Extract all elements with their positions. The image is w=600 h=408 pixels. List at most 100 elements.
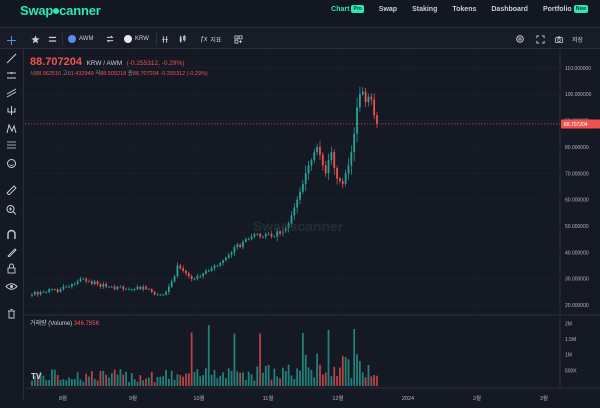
favorite-star-icon[interactable] [31, 32, 40, 46]
indicators-label: 지표 [210, 37, 222, 44]
volume-bar [270, 379, 273, 386]
base-symbol-button[interactable]: AWM [68, 32, 93, 46]
pitchfork-icon[interactable] [5, 105, 18, 116]
nav-link-chart[interactable]: Chart Pro [331, 5, 364, 13]
volume-bar [45, 380, 48, 386]
candle-body [367, 96, 370, 103]
trash-icon[interactable] [5, 308, 18, 319]
trend-line-icon[interactable] [5, 53, 18, 64]
swap-pair-icon[interactable] [106, 32, 114, 46]
nav-link-staking[interactable]: Staking [412, 5, 438, 13]
candle-body [344, 173, 347, 184]
volume-bar [170, 370, 173, 386]
volume-bar [327, 329, 330, 386]
candle-body [296, 199, 299, 208]
candle-body [190, 276, 193, 279]
volume-bar [136, 381, 139, 386]
timeframe-button[interactable] [161, 32, 169, 46]
pattern-icon[interactable] [5, 123, 18, 134]
ruler-icon[interactable] [5, 184, 18, 195]
nav-link-dashboard[interactable]: Dashboard [491, 5, 528, 13]
krw-coin-icon [124, 35, 132, 43]
candle-body [205, 270, 207, 274]
candle-body [76, 281, 79, 284]
candle-body [130, 289, 133, 291]
candle-body [256, 233, 259, 235]
candle-body [62, 286, 65, 290]
volume-bar [65, 380, 68, 386]
volume-bar [207, 325, 210, 386]
volume-bar [59, 379, 62, 386]
indicators-button[interactable]: ƒx 지표 [200, 32, 221, 46]
volume-bar [336, 376, 338, 386]
candle-body [116, 286, 119, 290]
candle-body [304, 173, 307, 184]
menu-icon[interactable] [48, 32, 57, 46]
candle-body [299, 191, 301, 200]
candle-body [353, 133, 356, 153]
volume-bar [102, 370, 105, 386]
volume-bar [293, 378, 296, 386]
volume-bar [90, 371, 93, 386]
volume-tick-label: 1.5M [565, 337, 576, 343]
volume-bar [344, 357, 347, 386]
candle-body [65, 286, 68, 288]
logo-dot-icon [53, 8, 60, 15]
candle-body [327, 160, 330, 174]
settings-gear-icon[interactable] [515, 32, 525, 46]
candle-body [176, 265, 179, 277]
candle-body [90, 281, 93, 284]
candle-body [253, 233, 256, 237]
volume-bar [287, 364, 290, 386]
candle-body [307, 165, 310, 174]
emoji-icon[interactable] [5, 158, 18, 169]
zoom-in-icon[interactable] [5, 204, 18, 215]
volume-bar [190, 332, 193, 386]
volume-bar [93, 378, 96, 386]
volume-bar [42, 375, 45, 386]
parallel-lines-icon[interactable] [5, 70, 18, 81]
current-price-tag [561, 119, 600, 129]
eye-icon[interactable] [5, 281, 18, 292]
screenshot-camera-icon[interactable] [554, 32, 564, 46]
crosshair-icon[interactable] [5, 35, 18, 46]
save-button[interactable]: 저장 [572, 32, 583, 46]
logo[interactable]: Swap canner [20, 3, 101, 18]
nav-link-portfolio[interactable]: Portfolio New [542, 5, 588, 13]
volume-bar [159, 376, 162, 386]
volume-bar [222, 372, 224, 386]
magnet-icon[interactable] [5, 229, 18, 240]
candle-body [376, 115, 378, 124]
volume-bar [162, 376, 165, 386]
volume-bar [71, 379, 73, 386]
candle-style-icon[interactable] [178, 32, 187, 46]
volume-bar [99, 370, 102, 386]
layout-grid-icon[interactable] [234, 32, 243, 46]
nav-link-swap[interactable]: Swap [378, 5, 398, 13]
candle-body [165, 291, 167, 295]
volume-bar [282, 367, 284, 386]
candle-body [128, 289, 130, 291]
time-tick-label: 10월 [193, 394, 204, 402]
volume-legend: 거래량 (Volume) 346.785K [30, 321, 100, 327]
channel-icon[interactable] [5, 87, 18, 98]
candle-body [324, 165, 327, 174]
volume-bar [284, 371, 287, 386]
lock-icon[interactable] [5, 263, 18, 274]
candle-body [373, 99, 376, 116]
ohlc-low: 88.509218 [100, 71, 127, 77]
pencil-lock-icon[interactable] [5, 246, 18, 257]
quote-symbol-button[interactable]: KRW [124, 32, 149, 46]
time-tick-label: 12월 [332, 394, 343, 402]
volume-bar [185, 373, 187, 386]
candle-body [99, 284, 102, 287]
fib-icon[interactable] [5, 140, 18, 151]
candle-body [242, 241, 244, 248]
nav-link-tokens[interactable]: Tokens [452, 5, 477, 13]
candle-body [210, 268, 213, 271]
candle-body [88, 281, 90, 283]
time-tick-label: 9월 [129, 394, 137, 402]
new-badge: New [573, 5, 588, 13]
fullscreen-icon[interactable] [536, 32, 545, 46]
